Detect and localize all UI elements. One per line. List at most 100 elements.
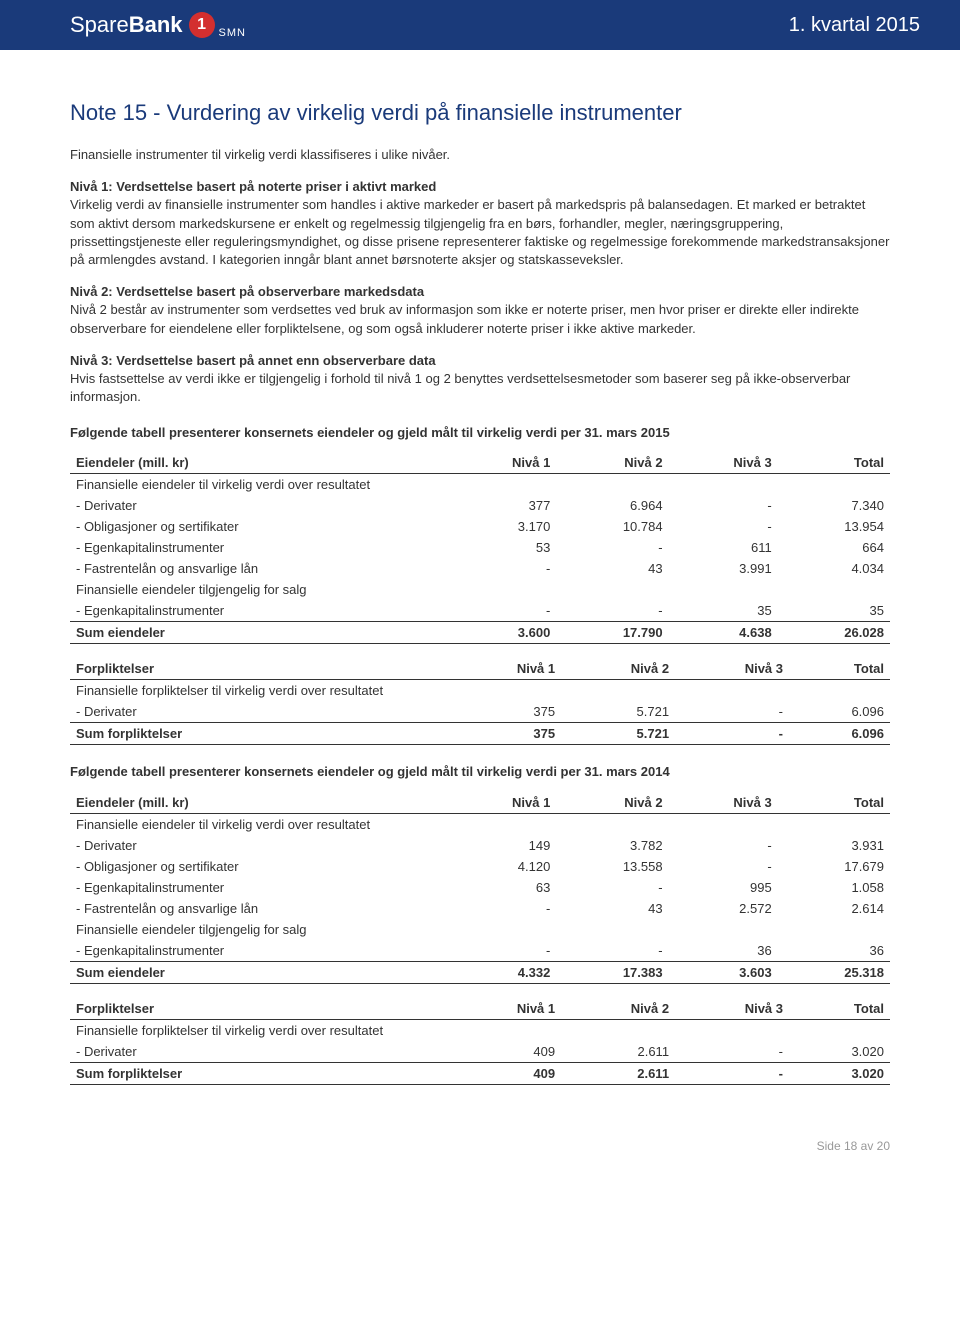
cell: 375 bbox=[447, 723, 561, 745]
cell: 149 bbox=[447, 835, 556, 856]
col-n1: Nivå 1 bbox=[447, 792, 556, 814]
level1-heading: Nivå 1: Verdsettelse basert på noterte p… bbox=[70, 179, 436, 194]
cell: 26.028 bbox=[778, 622, 890, 644]
cell: 43 bbox=[556, 898, 668, 919]
cell: - bbox=[556, 537, 668, 558]
table-row: - Fastrentelån og ansvarlige lån - 43 3.… bbox=[70, 558, 890, 579]
row-label: - Egenkapitalinstrumenter bbox=[70, 877, 447, 898]
col-n3: Nivå 3 bbox=[675, 658, 789, 680]
table-row: Finansielle eiendeler tilgjengelig for s… bbox=[70, 579, 890, 600]
logo-text: SpareBank bbox=[70, 12, 183, 38]
col-total: Total bbox=[789, 998, 890, 1020]
cell: 35 bbox=[778, 600, 890, 622]
level1-body: Virkelig verdi av finansielle instrument… bbox=[70, 197, 889, 267]
table-row: - Derivater 377 6.964 - 7.340 bbox=[70, 495, 890, 516]
header: SpareBank 1 SMN 1. kvartal 2015 bbox=[0, 0, 960, 50]
page-footer: Side 18 av 20 bbox=[0, 1129, 960, 1173]
col-total: Total bbox=[789, 658, 890, 680]
col-n1: Nivå 1 bbox=[447, 452, 556, 474]
cell: 13.558 bbox=[556, 856, 668, 877]
col-n3: Nivå 3 bbox=[675, 998, 789, 1020]
row-label: - Egenkapitalinstrumenter bbox=[70, 940, 447, 962]
table-row: - Derivater 149 3.782 - 3.931 bbox=[70, 835, 890, 856]
table-row: Finansielle eiendeler til virkelig verdi… bbox=[70, 813, 890, 835]
cell: - bbox=[669, 516, 778, 537]
cell: 6.096 bbox=[789, 723, 890, 745]
cell: - bbox=[556, 877, 668, 898]
cell: 377 bbox=[447, 495, 556, 516]
col-n2: Nivå 2 bbox=[556, 792, 668, 814]
cell: 25.318 bbox=[778, 961, 890, 983]
cell: 3.603 bbox=[669, 961, 778, 983]
row-label: - Egenkapitalinstrumenter bbox=[70, 537, 447, 558]
cell: 3.600 bbox=[447, 622, 556, 644]
cell: - bbox=[669, 856, 778, 877]
col-total: Total bbox=[778, 452, 890, 474]
cell: 2.611 bbox=[561, 1062, 675, 1084]
col-n3: Nivå 3 bbox=[669, 452, 778, 474]
logo-badge-icon: 1 bbox=[189, 12, 215, 38]
cell: 3.991 bbox=[669, 558, 778, 579]
table-sum-row: Sum eiendeler 3.600 17.790 4.638 26.028 bbox=[70, 622, 890, 644]
table-sum-row: Sum forpliktelser 375 5.721 - 6.096 bbox=[70, 723, 890, 745]
cell: 3.782 bbox=[556, 835, 668, 856]
cell: 409 bbox=[447, 1062, 561, 1084]
cell: 4.120 bbox=[447, 856, 556, 877]
content: Note 15 - Vurdering av virkelig verdi på… bbox=[0, 50, 960, 1129]
level1-paragraph: Nivå 1: Verdsettelse basert på noterte p… bbox=[70, 178, 890, 269]
row-label: Sum eiendeler bbox=[70, 622, 447, 644]
cell: 43 bbox=[556, 558, 668, 579]
section-label: Finansielle eiendeler til virkelig verdi… bbox=[70, 813, 890, 835]
cell: - bbox=[447, 558, 556, 579]
caption-2015: Følgende tabell presenterer konsernets e… bbox=[70, 424, 890, 442]
cell: 3.020 bbox=[789, 1062, 890, 1084]
section-label: Finansielle forpliktelser til virkelig v… bbox=[70, 680, 890, 702]
row-label: - Derivater bbox=[70, 701, 447, 723]
cell: - bbox=[675, 723, 789, 745]
cell: 63 bbox=[447, 877, 556, 898]
table-sum-row: Sum eiendeler 4.332 17.383 3.603 25.318 bbox=[70, 961, 890, 983]
cell: 17.383 bbox=[556, 961, 668, 983]
cell: - bbox=[447, 940, 556, 962]
table-row: - Egenkapitalinstrumenter - - 36 36 bbox=[70, 940, 890, 962]
cell: 2.611 bbox=[561, 1041, 675, 1063]
row-label: - Derivater bbox=[70, 835, 447, 856]
cell: 10.784 bbox=[556, 516, 668, 537]
level2-heading: Nivå 2: Verdsettelse basert på observerb… bbox=[70, 284, 424, 299]
cell: 4.034 bbox=[778, 558, 890, 579]
cell: 13.954 bbox=[778, 516, 890, 537]
col-n2: Nivå 2 bbox=[561, 998, 675, 1020]
cell: 36 bbox=[778, 940, 890, 962]
level2-body: Nivå 2 består av instrumenter som verdse… bbox=[70, 302, 859, 335]
cell: 409 bbox=[447, 1041, 561, 1063]
cell: 17.679 bbox=[778, 856, 890, 877]
row-label: - Obligasjoner og sertifikater bbox=[70, 856, 447, 877]
logo: SpareBank 1 SMN bbox=[70, 12, 246, 38]
cell: 5.721 bbox=[561, 723, 675, 745]
cell: 5.721 bbox=[561, 701, 675, 723]
cell: 7.340 bbox=[778, 495, 890, 516]
section-label: Finansielle eiendeler tilgjengelig for s… bbox=[70, 919, 890, 940]
col-n1: Nivå 1 bbox=[447, 998, 561, 1020]
cell: - bbox=[447, 898, 556, 919]
cell: 4.638 bbox=[669, 622, 778, 644]
cell: - bbox=[675, 701, 789, 723]
cell: 3.170 bbox=[447, 516, 556, 537]
table-2015-assets: Eiendeler (mill. kr) Nivå 1 Nivå 2 Nivå … bbox=[70, 452, 890, 644]
table-2015-liabilities: Forpliktelser Nivå 1 Nivå 2 Nivå 3 Total… bbox=[70, 658, 890, 745]
col-n3: Nivå 3 bbox=[669, 792, 778, 814]
level3-paragraph: Nivå 3: Verdsettelse basert på annet enn… bbox=[70, 352, 890, 407]
cell: 53 bbox=[447, 537, 556, 558]
section-label: Finansielle eiendeler tilgjengelig for s… bbox=[70, 579, 890, 600]
col-n2: Nivå 2 bbox=[556, 452, 668, 474]
row-label: Sum forpliktelser bbox=[70, 723, 447, 745]
row-label: - Obligasjoner og sertifikater bbox=[70, 516, 447, 537]
level3-heading: Nivå 3: Verdsettelse basert på annet enn… bbox=[70, 353, 436, 368]
cell: 3.020 bbox=[789, 1041, 890, 1063]
table-row: - Egenkapitalinstrumenter 63 - 995 1.058 bbox=[70, 877, 890, 898]
cell: 611 bbox=[669, 537, 778, 558]
level3-body: Hvis fastsettelse av verdi ikke er tilgj… bbox=[70, 371, 850, 404]
col-n1: Nivå 1 bbox=[447, 658, 561, 680]
cell: - bbox=[447, 600, 556, 622]
logo-suffix: Bank bbox=[129, 12, 183, 37]
